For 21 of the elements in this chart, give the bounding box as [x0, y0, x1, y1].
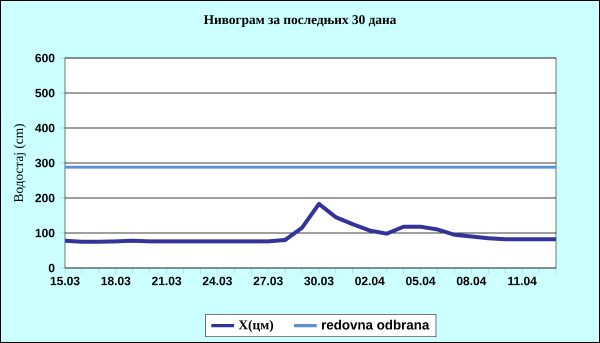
chart-title: Нивограм за последњих 30 дана — [204, 15, 396, 27]
x-tick-label: 21.03 — [152, 276, 182, 286]
y-tick-label: 300 — [35, 158, 54, 168]
x-tick-label: 11.04 — [508, 276, 537, 286]
y-tick-label: 500 — [35, 88, 54, 98]
x-tick-label: 15.03 — [50, 276, 80, 286]
y-tick-label: 0 — [48, 264, 54, 272]
y-axis-title: Водостај (cm) — [14, 124, 26, 202]
x-tick-label: 18.03 — [102, 276, 130, 286]
y-tick-label: 600 — [35, 54, 54, 62]
y-tick-label: 100 — [36, 228, 54, 238]
x-tick-label: 02.04 — [355, 276, 385, 286]
legend-label: X(цм) — [238, 320, 274, 332]
x-tick-label: 08.04 — [456, 276, 486, 286]
y-tick-label: 200 — [35, 194, 54, 202]
x-tick-label: 27.03 — [254, 276, 283, 286]
y-tick-label: 400 — [35, 124, 54, 132]
x-tick-label: 24.03 — [202, 276, 232, 286]
legend-label: redovna odbrana — [322, 320, 430, 330]
x-tick-label: 30.03 — [304, 276, 334, 286]
x-tick-label: 05.04 — [406, 276, 436, 286]
